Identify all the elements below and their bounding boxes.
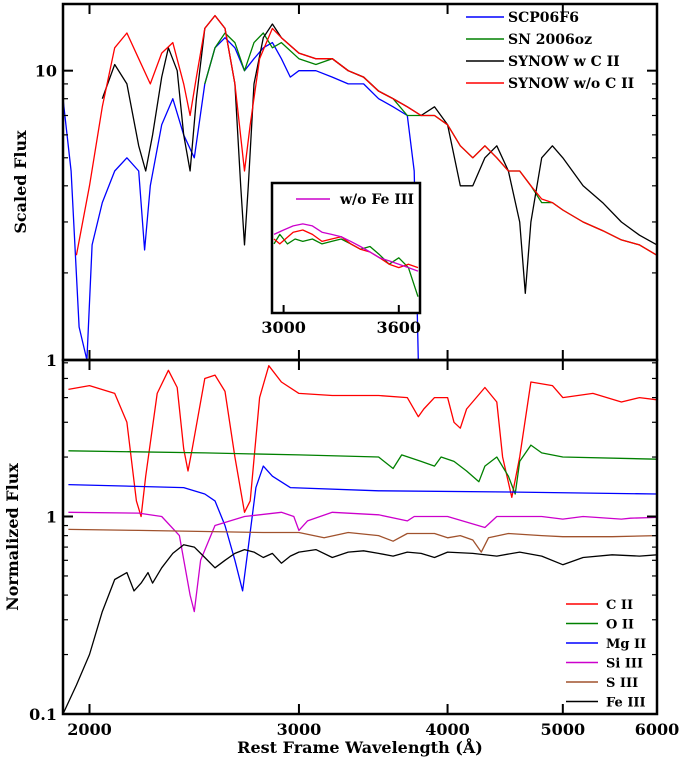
bottom-y-axis-label: Normalized Flux [3, 463, 22, 611]
x-tick-label: 2000 [67, 720, 112, 739]
legend-label-synow-w-c-ii: SYNOW w C II [508, 54, 620, 70]
legend-label-sn-2006oz: SN 2006oz [508, 32, 592, 48]
series-mg-ii [68, 466, 657, 591]
bottom-legend: C II O II Mg II Si III S III Fe III [566, 598, 646, 711]
inset-legend-label: w/o Fe III [339, 192, 414, 208]
x-tick-label: 5000 [541, 720, 586, 739]
top-y-tick-label: 10 [35, 62, 57, 81]
legend-label-o-ii: O II [606, 618, 634, 633]
legend-label-mg-ii: Mg II [606, 637, 646, 652]
x-tick-label: 6000 [635, 720, 680, 739]
legend-label-scp06f6: SCP06F6 [508, 10, 579, 26]
series-s-iii [68, 529, 657, 552]
top-y-axis-label: Scaled Flux [11, 130, 30, 234]
inset-x-tick-label: 3000 [261, 318, 306, 337]
x-tick-label: 4000 [425, 720, 470, 739]
legend-label-c-ii: C II [606, 598, 633, 613]
bottom-y-tick-label: 1 [46, 507, 57, 526]
inset-x-tick-label: 3600 [377, 318, 422, 337]
bottom-y-tick-label: 0.1 [29, 705, 57, 724]
legend-label-si-iii: Si III [606, 657, 643, 672]
legend-label-fe-iii: Fe III [606, 696, 646, 711]
x-tick-label: 3000 [277, 720, 322, 739]
bottom-panel: 0.1 1 2000 3000 4000 5000 6000 Normalized Flux… [3, 360, 679, 757]
inset-plot: w/o Fe III 3000 3600 [261, 183, 421, 337]
legend-label-s-iii: S III [606, 676, 638, 691]
series-c-ii [68, 366, 657, 517]
legend-label-synow-w-o-c-ii: SYNOW w/o C II [508, 76, 634, 92]
top-y-tick-label: 1 [46, 351, 57, 370]
top-legend: SCP06F6 SN 2006oz SYNOW w C II SYNOW w/o C … [466, 10, 634, 92]
series-fe-iii [63, 545, 657, 714]
x-axis-label: Rest Frame Wavelength (Å) [237, 736, 483, 757]
top-panel: 1 10 Scaled Flux SCP06F6 SN 2006oz SYNOW w … [11, 4, 657, 370]
